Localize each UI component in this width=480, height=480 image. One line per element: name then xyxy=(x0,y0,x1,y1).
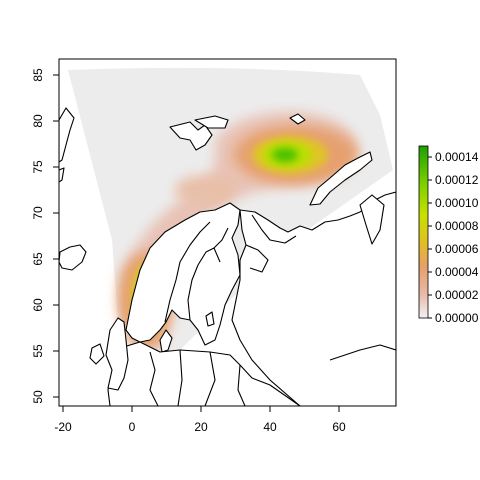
x-tick-label: 0 xyxy=(129,420,136,434)
x-tick-label: -20 xyxy=(54,420,72,434)
colorbar-tick-label: 0.00000 xyxy=(435,311,479,325)
colorbar-gradient xyxy=(418,145,429,319)
colorbar-tick-label: 0.00002 xyxy=(435,288,479,302)
colorbar-tick-label: 0.00014 xyxy=(435,150,479,164)
y-tick-label: 75 xyxy=(31,160,45,174)
colorbar-tick-label: 0.00006 xyxy=(435,242,479,256)
colorbar-tick-label: 0.00008 xyxy=(435,219,479,233)
colorbar: 0.00000 0.00002 0.00004 0.00006 0.00008 … xyxy=(418,145,479,325)
y-tick-label: 65 xyxy=(31,252,45,266)
colorbar-tick-label: 0.00004 xyxy=(435,265,479,279)
y-tick-label: 85 xyxy=(31,68,45,82)
y-tick-label: 50 xyxy=(31,390,45,404)
coastlines xyxy=(59,107,396,406)
x-axis: -20 0 20 40 60 xyxy=(54,405,346,434)
colorbar-tick-label: 0.00010 xyxy=(435,196,479,210)
colorbar-tick-label: 0.00012 xyxy=(435,173,479,187)
y-tick-label: 70 xyxy=(31,206,45,220)
y-tick-label: 80 xyxy=(31,114,45,128)
y-tick-label: 55 xyxy=(31,344,45,358)
x-tick-label: 60 xyxy=(332,420,346,434)
y-tick-label: 60 xyxy=(31,298,45,312)
x-tick-label: 40 xyxy=(263,420,277,434)
x-tick-label: 20 xyxy=(194,420,208,434)
y-axis: 50 55 60 65 70 75 80 85 xyxy=(31,68,60,404)
